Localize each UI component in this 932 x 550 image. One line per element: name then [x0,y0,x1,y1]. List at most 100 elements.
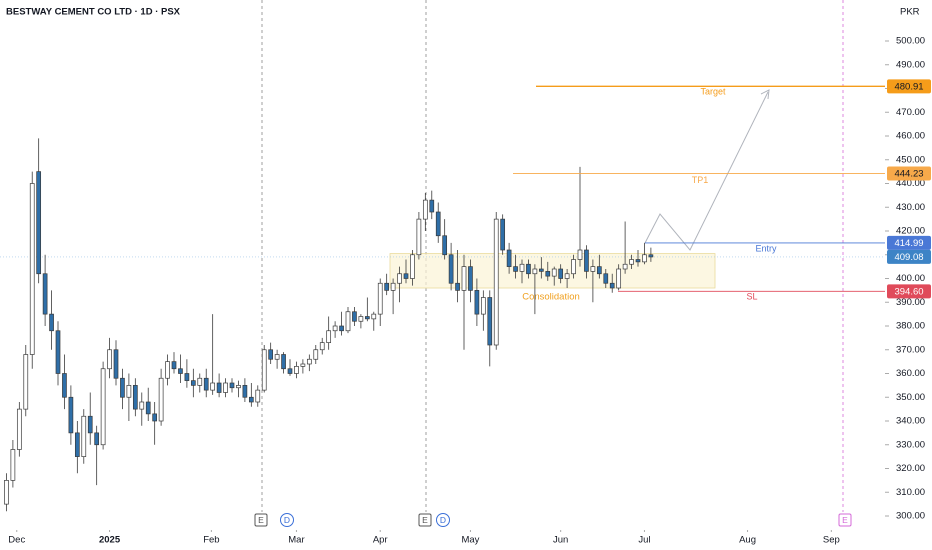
candle-body [210,382,216,391]
candle-body [49,313,54,332]
level-label: Entry [755,243,777,253]
candle-body [480,297,486,315]
candle-body [461,266,467,291]
y-tick-label: 440.00 [896,178,925,189]
x-tick-label: Sep [823,535,840,546]
candle-body [74,432,80,457]
x-tick-label: Aug [739,535,756,546]
candle-body [616,268,622,289]
candle-body [36,171,42,275]
candle-body [442,235,448,256]
event-marker [418,513,432,527]
candle-body [629,259,634,265]
y-tick-label: 430.00 [896,202,925,213]
y-tick-label: 390.00 [896,297,925,308]
price-tag-label: 444.23 [894,168,923,179]
price-tag-label: 414.99 [894,238,923,249]
candle-body [294,366,299,374]
candle-body [513,266,518,272]
candle-body [165,361,170,379]
y-tick-label: 340.00 [896,416,925,427]
candle-body [564,273,570,279]
candle-body [596,266,602,275]
event-label: E [422,515,428,525]
candle-body [403,273,409,279]
candle-body [255,389,261,403]
candle-body [87,415,93,434]
candle-body [229,382,235,389]
candle-body [223,382,228,393]
candle-body [571,259,576,275]
candle-body [622,263,628,270]
candle-body [287,368,293,374]
candle-body [306,358,312,365]
candle-body [500,218,506,251]
chart-title: BESTWAY CEMENT CO LTD · 1D · PSX [6,7,181,18]
price-tag [887,284,931,299]
candle-body [416,218,422,256]
x-tick-label: May [461,535,479,546]
candle-body [4,480,9,505]
candle-body [526,263,531,275]
y-tick-label: 470.00 [896,107,925,118]
price-tag [887,249,931,264]
candle-body [300,363,306,367]
currency: PKR [900,7,920,18]
event-marker [280,513,294,527]
candle-body [94,432,100,446]
event-label: E [842,515,848,525]
y-tick-label: 420.00 [896,226,925,237]
candle-body [68,396,74,434]
y-tick-label: 370.00 [896,344,925,355]
candle-body [429,199,435,213]
candle-body [532,268,538,275]
y-tick-label: 300.00 [896,511,925,522]
y-tick-label: 360.00 [896,368,925,379]
x-tick-label: 2025 [99,535,121,546]
y-tick-label: 400.00 [896,273,925,284]
candle-body [448,254,454,284]
candle-body [42,273,48,315]
candle-body [584,249,589,272]
candle-body [178,368,183,374]
candle-body [313,349,319,360]
candle-body [603,273,609,284]
candle-body [242,385,248,398]
candle-body [29,183,35,355]
price-tag-label: 480.91 [894,81,923,92]
y-tick-label: 350.00 [896,392,925,403]
candle-body [23,354,29,410]
candle-body [152,413,158,422]
candle-body [236,385,241,389]
candle-body [184,373,190,381]
candle-body [126,385,132,398]
y-tick-label: 460.00 [896,131,925,142]
price-tag [887,79,931,94]
candle-body [113,349,119,379]
candle-body [352,311,357,322]
candle-body [332,325,338,332]
candle-body [171,361,177,370]
candle-body [642,254,647,263]
candle-body [248,396,254,403]
candle-body [410,254,415,279]
candle-body [10,449,16,481]
candle-body [319,342,325,351]
candle-body [551,268,557,277]
candle-body [216,382,222,393]
candle-body [107,349,112,370]
level-label: Target [700,87,726,97]
candle-body [358,316,364,322]
candle-body [268,349,274,360]
y-tick-label: 500.00 [896,36,925,47]
candle-body [364,316,370,320]
candle-body [487,297,493,346]
candle-body [274,354,280,360]
x-tick-label: Jul [638,535,650,546]
candle-body [377,282,383,315]
candle-body [326,330,332,343]
candle-body [635,259,641,263]
candle-body [190,380,196,386]
y-tick-label: 450.00 [896,154,925,165]
candle-body [371,313,377,320]
